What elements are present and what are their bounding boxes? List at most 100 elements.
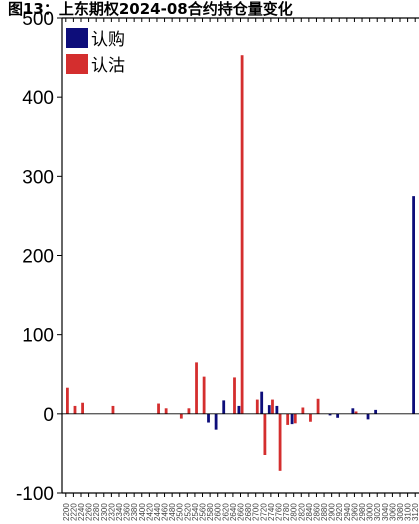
bar-call-2720 (260, 391, 264, 414)
x-tick-label: 2260 (85, 503, 94, 521)
legend: 认购 认沽 (66, 28, 125, 76)
y-tick-label: 500 (22, 9, 54, 30)
x-tick-label: 2820 (297, 503, 306, 521)
x-tick-label: 2700 (252, 503, 261, 521)
bar-call-2800 (290, 413, 294, 425)
x-tick-label: 2760 (274, 503, 283, 521)
bar-put-2960 (354, 411, 358, 414)
bar-call-2660 (237, 405, 241, 414)
x-tick-label: 2220 (69, 503, 78, 521)
y-tick-label: -100 (16, 484, 54, 505)
x-tick-label: 2940 (343, 503, 352, 521)
x-tick-label: 2420 (145, 503, 154, 521)
bar-put-2760 (278, 413, 282, 471)
bar-put-2820 (301, 407, 305, 414)
legend-label-put: 认沽 (91, 56, 125, 76)
x-tick-label: 2560 (199, 503, 208, 521)
bar-put-2780 (286, 413, 290, 425)
bar-call-2740 (267, 405, 271, 414)
bar-put-2460 (164, 408, 168, 414)
x-tick-label: 2660 (237, 503, 246, 521)
x-tick-label: 2340 (115, 503, 124, 521)
x-tick-label: 2540 (191, 503, 200, 521)
x-tick-label: 2380 (130, 503, 139, 521)
y-tick-label: 200 (22, 247, 54, 268)
x-tick-label: 2800 (290, 503, 299, 521)
bar-put-2840 (309, 413, 312, 422)
y-tick-label: 0 (43, 405, 54, 426)
x-tick-label: 2680 (244, 503, 253, 521)
x-tick-label: 2280 (92, 503, 101, 521)
bar-call-2920 (336, 413, 340, 418)
x-axis-ticks: 2200222022402260228023002320234023602380… (62, 18, 419, 521)
bar-put-2220 (73, 405, 77, 414)
x-tick-label: 2440 (153, 503, 162, 521)
x-tick-label: 2460 (161, 503, 170, 521)
x-tick-label: 2480 (168, 503, 177, 521)
x-tick-label: 3060 (388, 503, 397, 521)
y-tick-label: 400 (22, 88, 54, 109)
bar-put-2240 (81, 402, 84, 414)
x-tick-label: 2360 (123, 503, 132, 521)
x-tick-label: 2860 (312, 503, 321, 521)
legend-swatch-call (66, 28, 88, 48)
bar-put-2540 (195, 362, 198, 414)
bar-put-2640 (233, 377, 236, 414)
bar-call-2960 (351, 408, 355, 414)
x-tick-label: 2240 (77, 503, 86, 521)
bar-put-2740 (271, 399, 274, 414)
x-tick-label: 2500 (176, 503, 185, 521)
bar-put-2440 (157, 403, 160, 414)
bar-put-2200 (66, 387, 69, 414)
bar-put-2520 (187, 408, 191, 414)
x-tick-label: 2880 (320, 503, 329, 521)
x-tick-label: 3120 (411, 503, 419, 521)
x-tick-label: 2600 (214, 503, 223, 521)
x-tick-label: 2780 (282, 503, 291, 521)
x-tick-label: 2580 (206, 503, 215, 521)
x-tick-label: 3080 (396, 503, 405, 521)
bar-call-2620 (222, 400, 226, 414)
x-tick-label: 2400 (138, 503, 147, 521)
x-tick-label: 2320 (107, 503, 116, 521)
bar-put-2560 (202, 376, 206, 414)
bar-put-2660 (240, 55, 244, 414)
bar-call-3120 (412, 196, 415, 414)
bar-put-2320 (111, 405, 115, 414)
x-tick-label: 2520 (183, 503, 192, 521)
x-tick-label: 2900 (328, 503, 337, 521)
x-tick-label: 2920 (335, 503, 344, 521)
x-tick-label: 2740 (267, 503, 276, 521)
y-tick-label: 100 (22, 326, 54, 347)
x-tick-label: 2200 (62, 503, 71, 521)
x-tick-label: 3040 (381, 503, 390, 521)
bar-call-2900 (328, 413, 332, 416)
x-tick-label: 2980 (358, 503, 367, 521)
bar-put-2800 (293, 413, 297, 424)
bar-put-2700 (255, 399, 259, 414)
bar-put-2860 (316, 398, 320, 414)
bar-call-2760 (275, 405, 279, 414)
bar-call-3020 (374, 409, 378, 414)
y-tick-label: 300 (22, 167, 54, 188)
x-tick-label: 3000 (366, 503, 375, 521)
legend-label-call: 认购 (91, 30, 125, 50)
plot-area: -100 0 100 200 300 400 500 2200222022402260228… (16, 9, 419, 521)
legend-swatch-put (66, 54, 88, 74)
x-tick-label: 2960 (350, 503, 359, 521)
bar-call-2580 (207, 413, 210, 423)
x-tick-label: 2640 (229, 503, 238, 521)
chart-title: 图13：上东期权2024-08合约持仓量变化 (8, 0, 293, 18)
x-tick-label: 3100 (404, 503, 413, 521)
bar-put-2500 (179, 413, 183, 419)
bar-call-2600 (214, 413, 218, 430)
bar-put-2720 (263, 413, 267, 455)
x-tick-label: 3020 (373, 503, 382, 521)
bar-call-3000 (366, 413, 370, 420)
y-axis-ticks: -100 0 100 200 300 400 500 (16, 9, 62, 505)
x-tick-label: 2720 (259, 503, 268, 521)
bars-layer (66, 55, 415, 471)
x-tick-label: 2620 (221, 503, 230, 521)
x-tick-label: 2300 (100, 503, 109, 521)
